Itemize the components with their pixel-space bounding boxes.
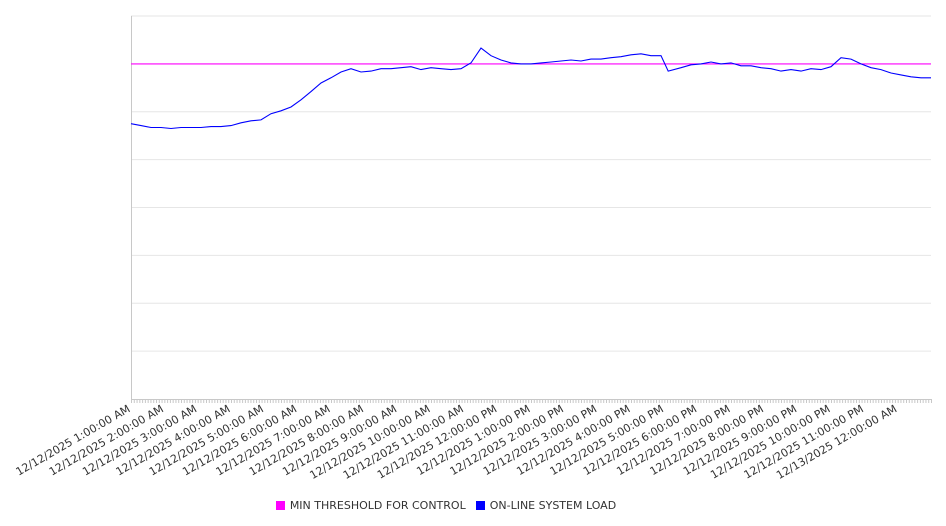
system-load-line bbox=[130, 47, 931, 130]
legend-swatch-threshold bbox=[275, 501, 285, 510]
legend-item-threshold[interactable]: MIN THRESHOLD FOR CONTROL bbox=[275, 499, 466, 512]
legend: MIN THRESHOLD FOR CONTROL ON-LINE SYSTEM… bbox=[0, 499, 892, 512]
legend-item-load[interactable]: ON-LINE SYSTEM LOAD bbox=[475, 499, 617, 512]
legend-label-load: ON-LINE SYSTEM LOAD bbox=[489, 499, 617, 512]
legend-swatch-load bbox=[475, 501, 485, 510]
legend-label-threshold: MIN THRESHOLD FOR CONTROL bbox=[289, 499, 466, 512]
